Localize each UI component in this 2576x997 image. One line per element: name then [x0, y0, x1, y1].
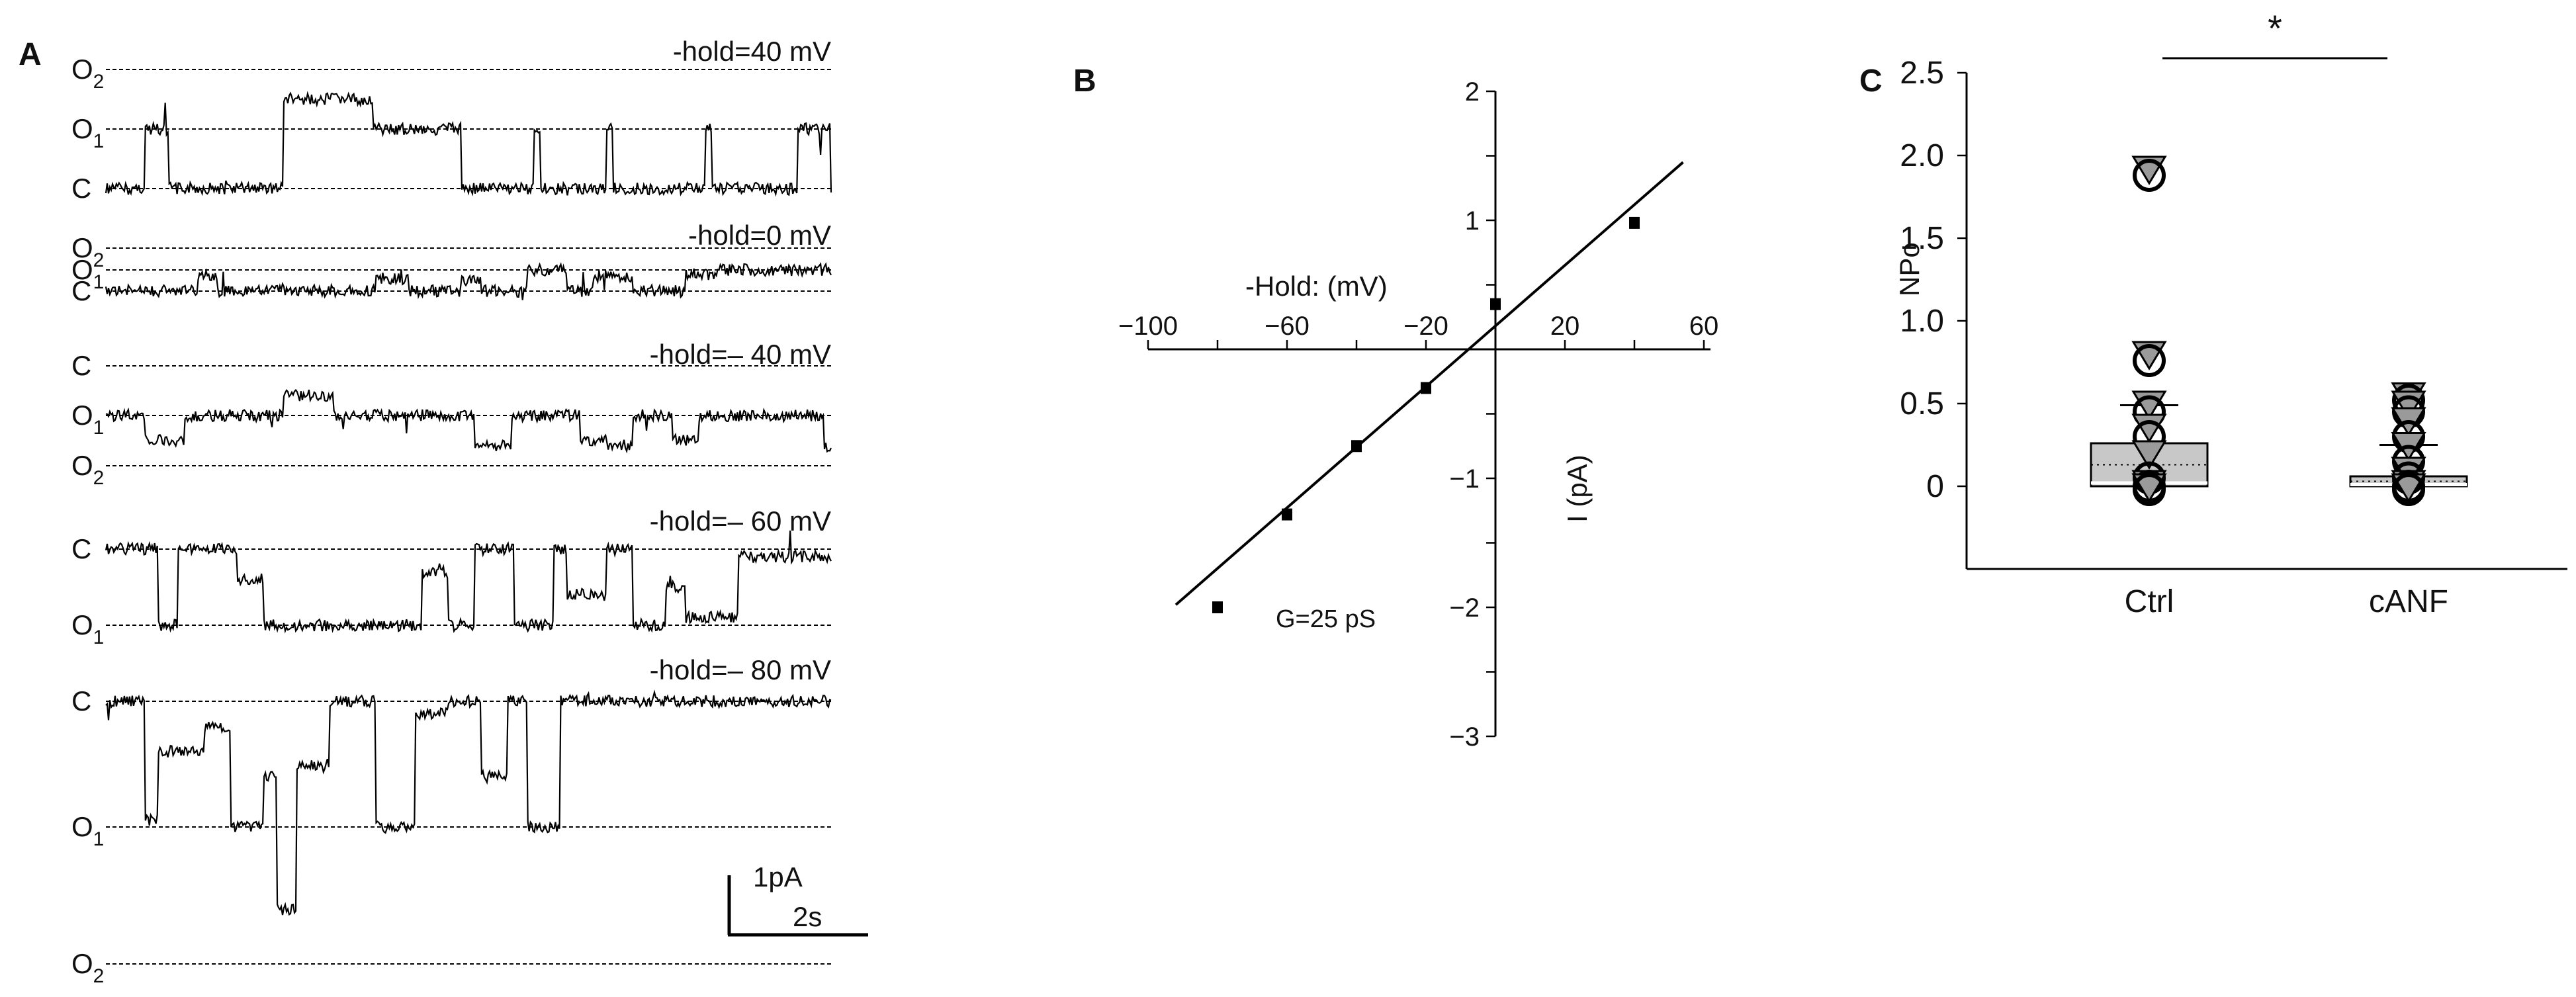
panel-c-letter: C	[1859, 64, 1883, 99]
c-y-tick-label: 1.5	[1900, 221, 1944, 256]
c-points	[2131, 155, 2426, 506]
c-y-tick-label: 2.5	[1900, 56, 1944, 91]
c-data-point-triangle	[2131, 440, 2167, 470]
level-label: O2	[71, 450, 104, 489]
b-y-tick-label: 1	[1465, 206, 1480, 236]
b-data-point	[1212, 601, 1223, 613]
trace-5: C O1 O2 -hold=– 80 mV	[71, 654, 832, 987]
scale-bar-time-label: 2s	[793, 901, 822, 932]
level-label: O2	[71, 54, 104, 93]
level-label: C	[71, 275, 91, 306]
level-label: O1	[71, 113, 104, 152]
b-y-tick-label: −2	[1449, 593, 1480, 623]
level-label: C	[71, 533, 91, 564]
hold-label: -hold=0 mV	[688, 220, 831, 251]
current-trace	[105, 530, 832, 634]
b-data-point	[1629, 216, 1640, 229]
c-y-tick-label: 1.0	[1900, 304, 1944, 339]
b-x-tick-label: −100	[1118, 312, 1178, 341]
b-data-point	[1421, 382, 1431, 394]
level-label: C	[71, 173, 91, 204]
b-x-tick-label: −60	[1265, 312, 1310, 341]
level-label: O1	[71, 254, 104, 293]
trace-4: C O1 -hold=– 60 mV	[71, 505, 832, 648]
current-trace	[105, 689, 832, 916]
hold-label: -hold=40 mV	[673, 36, 831, 67]
level-label: C	[71, 350, 91, 381]
level-label: O1	[71, 400, 104, 439]
c-category-labels: Ctrl cANF	[2125, 584, 2448, 619]
hold-label: -hold=– 80 mV	[650, 654, 831, 685]
b-x-axis-label: -Hold: (mV)	[1245, 271, 1388, 302]
c-significance-star: *	[2268, 7, 2282, 49]
level-label: C	[71, 685, 91, 716]
current-trace	[105, 262, 832, 300]
c-y-axis-label: NPo	[1894, 242, 1925, 296]
b-y-tick-label: −1	[1449, 464, 1480, 494]
level-label: O1	[71, 811, 104, 850]
current-trace	[105, 388, 832, 454]
b-y-axis-label: I (pA)	[1562, 455, 1593, 523]
c-category-label: cANF	[2369, 584, 2448, 619]
b-x-tick-label: 60	[1689, 312, 1719, 341]
hold-label: -hold=– 40 mV	[650, 339, 831, 370]
b-axes	[1148, 91, 1710, 736]
c-data-point-circle	[2392, 473, 2425, 506]
b-y-tick-label: 2	[1465, 77, 1480, 107]
c-data-point-triangle	[2131, 413, 2167, 443]
panel-b-letter: B	[1073, 64, 1096, 99]
level-label: O2	[71, 948, 104, 987]
c-y-tick-label: 0	[1926, 469, 1944, 504]
scale-bar-current-label: 1pA	[753, 861, 803, 892]
c-axes	[1965, 73, 2567, 570]
b-data-point	[1351, 440, 1362, 453]
c-ticks: 0 0.5 1.0 1.5 2.0 2.5	[1900, 56, 1967, 504]
level-label: O1	[71, 609, 104, 648]
b-data-point	[1490, 298, 1501, 310]
b-data-point	[1282, 508, 1292, 521]
trace-3: C O1 O2 -hold=– 40 mV	[71, 339, 832, 489]
b-points	[1212, 216, 1640, 613]
b-x-tick-label: 20	[1550, 312, 1580, 341]
panel-b-iv-plot: B −100 −60 −20 20 60 2 1 −1 −2 −3 -Hold: (mV) I (…	[1073, 64, 1718, 752]
c-data-point-circle	[2133, 473, 2166, 506]
trace-1: O2 O1 C -hold=40 mV	[71, 36, 832, 204]
b-y-tick-label: −3	[1449, 722, 1480, 752]
b-ticks: −100 −60 −20 20 60 2 1 −1 −2 −3	[1118, 77, 1718, 752]
c-data-point-circle	[2133, 159, 2166, 192]
b-conductance-annotation: G=25 pS	[1276, 605, 1376, 633]
c-y-tick-label: 2.0	[1900, 138, 1944, 173]
c-category-label: Ctrl	[2125, 584, 2174, 619]
c-y-tick-label: 0.5	[1900, 386, 1944, 421]
scale-bar: 1pA 2s	[727, 861, 868, 937]
c-data-point-circle	[2133, 344, 2166, 377]
b-x-tick-label: −20	[1403, 312, 1448, 341]
panel-c-npo-plot: C 0 0.5 1.0 1.5 2.0 2.5 Ctrl cANF NPo *	[1859, 7, 2567, 619]
current-trace	[105, 91, 832, 197]
hold-label: -hold=– 60 mV	[650, 505, 831, 537]
panel-a-letter: A	[19, 37, 42, 72]
